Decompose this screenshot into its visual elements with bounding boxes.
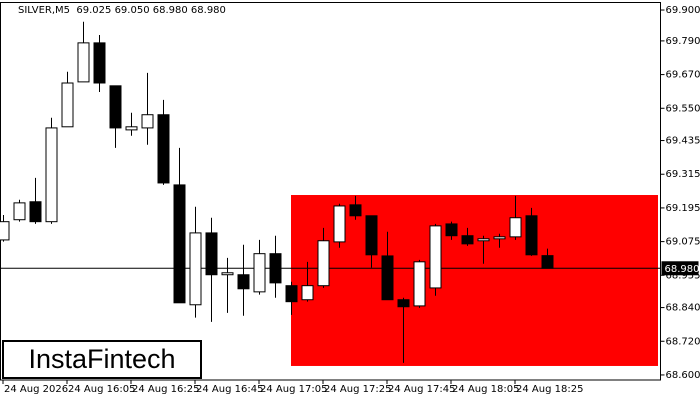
candle-body: [61, 82, 74, 128]
candle-body: [237, 274, 250, 290]
x-tick-label: 24 Aug 18:05: [452, 384, 519, 395]
candle-body: [461, 235, 474, 245]
candle-body: [125, 126, 138, 131]
candle-body: [285, 285, 298, 303]
y-tick-label: 69.900: [666, 5, 700, 16]
candle-body: [445, 223, 458, 237]
chart-title: SILVER,M5 69.025 69.050 68.980 68.980: [18, 5, 226, 16]
candle-body: [0, 221, 10, 241]
candle-body: [317, 240, 330, 287]
candle-body: [397, 299, 410, 308]
y-tick-label: 68.955: [666, 270, 700, 281]
candle-body: [45, 127, 58, 223]
y-tick-label: 69.075: [666, 237, 700, 248]
x-tick-label: 24 Aug 16:25: [132, 384, 199, 395]
y-tick-label: 69.195: [666, 203, 700, 214]
watermark-box: [2, 340, 202, 379]
x-tick-label: 24 Aug 18:25: [516, 384, 583, 395]
x-tick-label: 24 Aug 17:25: [324, 384, 391, 395]
x-tick-label: 24 Aug 16:05: [68, 384, 135, 395]
y-tick-label: 68.600: [666, 370, 700, 381]
candle-body: [269, 253, 282, 284]
candle-body: [493, 236, 506, 240]
candle-body: [509, 217, 522, 238]
zone: [291, 195, 658, 366]
plot-frame: [0, 2, 661, 381]
candle-body: [253, 253, 266, 293]
y-tick-label: 69.670: [666, 70, 700, 81]
candle-body: [157, 114, 170, 184]
candle-body: [205, 232, 218, 276]
current-price-box: [661, 261, 699, 276]
y-tick-label: 68.720: [666, 336, 700, 347]
candle-body: [109, 85, 122, 129]
candle-body: [221, 272, 234, 276]
candle-body: [381, 255, 394, 301]
candle-body: [525, 215, 538, 256]
y-tick-label: 69.550: [666, 103, 700, 114]
candle-body: [173, 184, 186, 304]
watermark: InstaFintech: [28, 344, 175, 374]
candle-body: [333, 205, 346, 243]
y-tick-label: 69.315: [666, 169, 700, 180]
candle-body: [29, 201, 42, 223]
candle-body: [365, 215, 378, 256]
current-price-label: 68.980: [665, 264, 700, 275]
x-tick-label: 24 Aug 2026: [4, 384, 68, 395]
x-tick-label: 24 Aug 16:45: [196, 384, 263, 395]
candle-body: [13, 202, 26, 221]
x-tick-label: 24 Aug 17:45: [388, 384, 455, 395]
candle-body: [413, 261, 426, 307]
candle-body: [349, 204, 362, 217]
candle-body: [189, 232, 202, 306]
candle-body: [93, 42, 106, 84]
y-tick-label: 68.840: [666, 303, 700, 314]
candle-body: [429, 225, 442, 289]
candle-body: [301, 285, 314, 301]
y-tick-label: 69.435: [666, 136, 700, 147]
candle-body: [541, 255, 554, 269]
candle-body: [141, 114, 154, 129]
candle-body: [77, 42, 90, 83]
candle-body: [477, 238, 490, 242]
y-tick-label: 69.790: [666, 36, 700, 47]
x-tick-label: 24 Aug 17:05: [260, 384, 327, 395]
